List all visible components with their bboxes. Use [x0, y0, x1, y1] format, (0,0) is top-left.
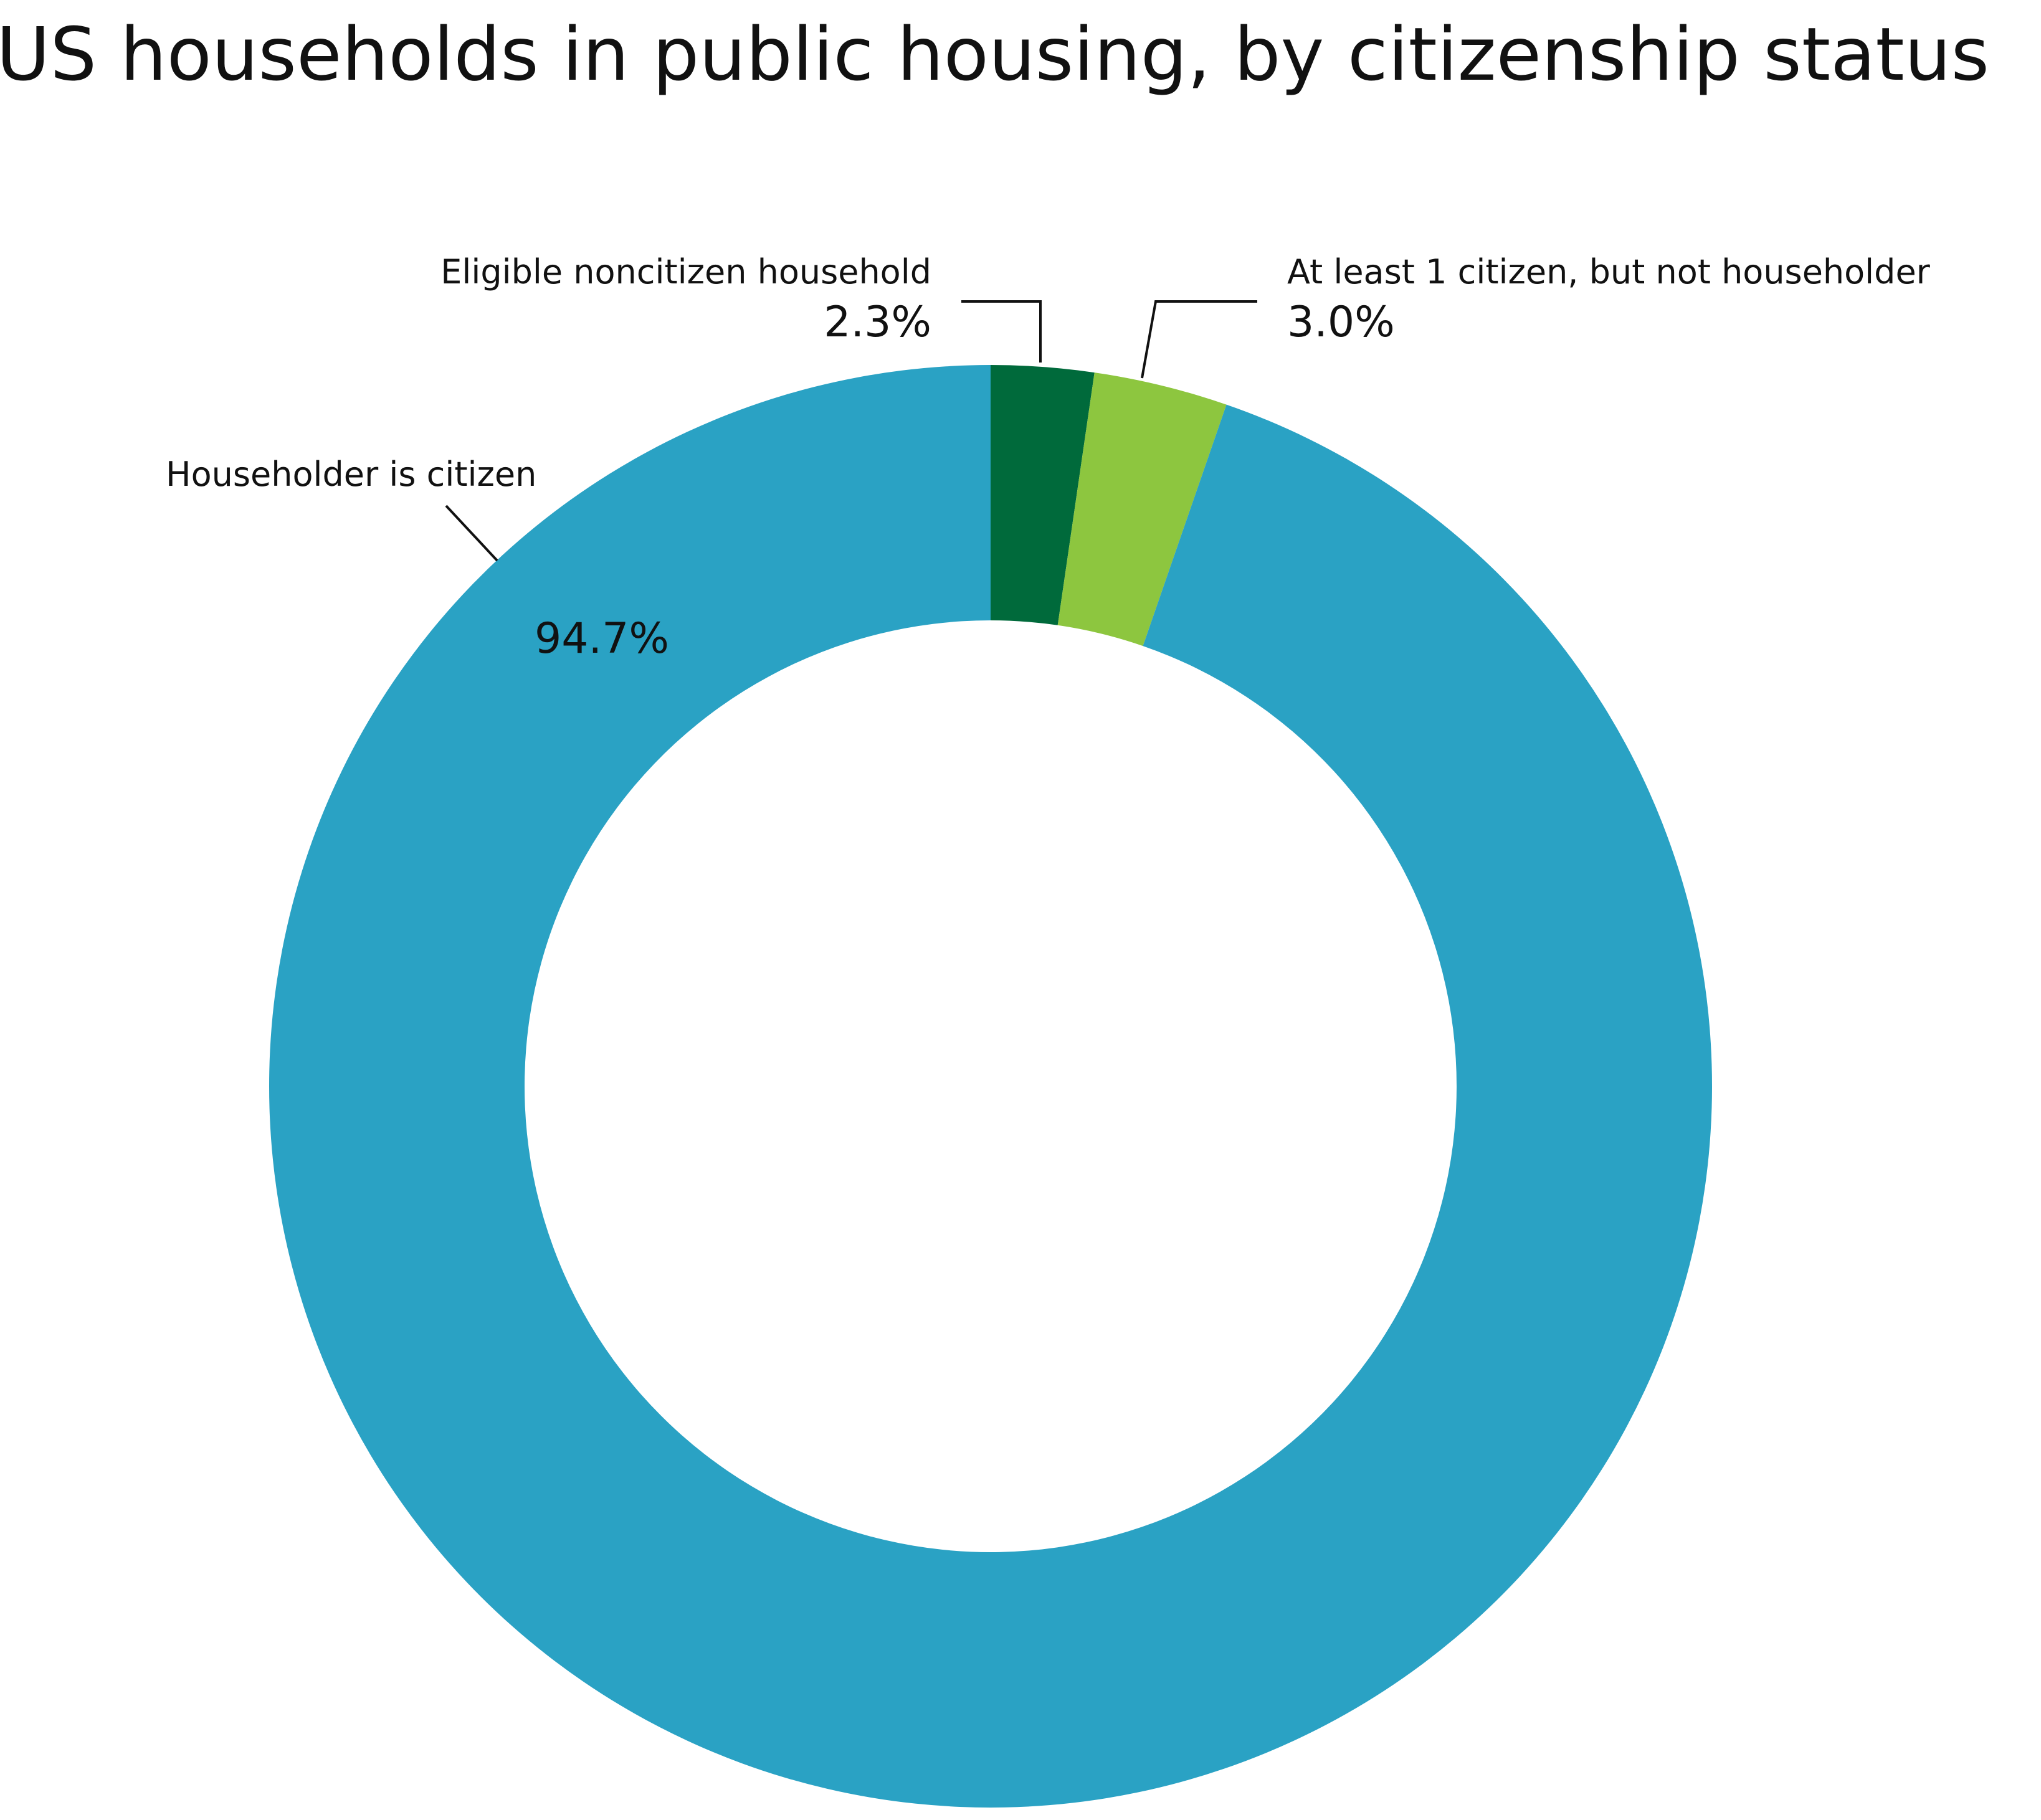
leader-line-2	[1141, 300, 1257, 379]
donut-slices	[269, 365, 1712, 1808]
donut-slice-1	[991, 365, 1095, 625]
donut-slice-2	[1057, 372, 1227, 647]
chart-title: US households in public housing, by citi…	[0, 11, 1989, 97]
leader-line-1	[961, 300, 1042, 363]
slice-name-label: At least 1 citizen, but not householder	[1287, 252, 1931, 291]
slice-value-label: 3.0%	[1287, 298, 1395, 347]
slice-labels: Eligible noncitizen household 2.3% At leas…	[166, 252, 1931, 663]
leader-lines	[445, 300, 1257, 562]
slice-name-label: Eligible noncitizen household	[440, 252, 931, 291]
donut-slice-3	[269, 365, 1712, 1808]
leader-line-3	[445, 505, 498, 562]
slice-name-label: Householder is citizen	[166, 455, 536, 494]
slice-value-label: 94.7%	[535, 614, 669, 663]
slice-value-label: 2.3%	[824, 298, 931, 347]
